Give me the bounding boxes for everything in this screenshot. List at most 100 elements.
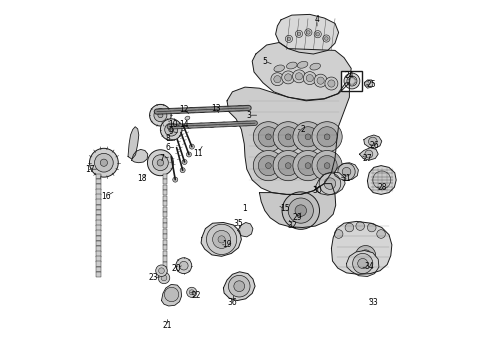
Circle shape	[266, 134, 271, 140]
Circle shape	[323, 35, 330, 42]
Bar	[163, 174, 167, 179]
Bar	[97, 241, 100, 245]
Bar	[97, 184, 100, 190]
Circle shape	[189, 144, 195, 149]
Circle shape	[338, 163, 355, 180]
Bar	[163, 224, 167, 229]
Text: 14: 14	[179, 120, 189, 129]
Circle shape	[285, 163, 291, 168]
Bar	[97, 230, 100, 236]
Bar	[342, 71, 363, 91]
Circle shape	[159, 268, 164, 274]
Bar	[163, 201, 167, 206]
Bar	[97, 189, 100, 195]
Circle shape	[298, 156, 318, 176]
Bar	[97, 252, 100, 255]
Circle shape	[282, 192, 319, 229]
Text: 3: 3	[246, 111, 251, 120]
Bar	[97, 266, 100, 272]
Text: 31: 31	[341, 174, 351, 183]
Circle shape	[306, 75, 314, 82]
Circle shape	[180, 168, 185, 173]
Ellipse shape	[174, 108, 183, 113]
Circle shape	[173, 177, 178, 182]
Circle shape	[160, 119, 182, 140]
Bar	[97, 184, 100, 188]
Bar	[97, 247, 100, 250]
Circle shape	[147, 150, 173, 176]
Circle shape	[218, 236, 225, 243]
Polygon shape	[334, 163, 358, 181]
Bar	[163, 240, 167, 245]
Text: 30: 30	[312, 186, 322, 195]
Bar	[163, 229, 167, 234]
Circle shape	[164, 287, 179, 302]
Bar	[97, 210, 100, 214]
Circle shape	[157, 159, 164, 166]
Polygon shape	[315, 172, 345, 195]
Circle shape	[278, 156, 298, 176]
Circle shape	[295, 205, 307, 216]
Circle shape	[253, 150, 284, 181]
Circle shape	[325, 77, 338, 90]
Circle shape	[295, 30, 303, 37]
Bar	[97, 236, 100, 240]
Circle shape	[305, 163, 311, 168]
Circle shape	[253, 122, 284, 152]
Bar	[97, 220, 100, 226]
Ellipse shape	[162, 109, 171, 114]
Polygon shape	[259, 184, 336, 228]
Ellipse shape	[210, 107, 220, 112]
Bar	[97, 216, 100, 219]
Bar	[163, 267, 167, 273]
Text: 17: 17	[85, 165, 95, 174]
Ellipse shape	[196, 123, 205, 128]
Text: 27: 27	[363, 154, 372, 163]
Polygon shape	[162, 284, 182, 306]
Text: 29: 29	[293, 213, 302, 222]
Bar	[97, 199, 100, 205]
Circle shape	[293, 70, 305, 83]
Bar	[97, 256, 100, 262]
Circle shape	[347, 76, 357, 86]
Circle shape	[360, 250, 371, 261]
Circle shape	[288, 198, 314, 223]
Text: 33: 33	[368, 298, 378, 307]
Circle shape	[324, 134, 330, 140]
Circle shape	[305, 134, 311, 140]
Bar	[97, 190, 100, 193]
Bar	[163, 251, 167, 256]
Circle shape	[368, 137, 377, 146]
Polygon shape	[346, 251, 379, 276]
Circle shape	[295, 73, 303, 80]
Bar	[97, 261, 100, 267]
Bar	[97, 194, 100, 200]
Circle shape	[258, 127, 278, 147]
Circle shape	[293, 122, 323, 152]
Circle shape	[368, 223, 376, 232]
Text: 4: 4	[315, 15, 319, 24]
Circle shape	[156, 265, 167, 276]
Circle shape	[165, 123, 178, 136]
Circle shape	[305, 29, 312, 36]
Ellipse shape	[198, 107, 207, 112]
Polygon shape	[360, 148, 378, 160]
Polygon shape	[132, 149, 148, 163]
Text: 1: 1	[243, 204, 247, 213]
Circle shape	[287, 37, 291, 41]
Circle shape	[312, 150, 342, 181]
Bar	[97, 179, 100, 183]
Circle shape	[303, 72, 316, 85]
Circle shape	[274, 76, 281, 83]
Polygon shape	[201, 222, 242, 256]
Text: 26: 26	[370, 141, 379, 150]
Circle shape	[158, 272, 170, 284]
Circle shape	[273, 150, 303, 181]
Text: 15: 15	[280, 204, 290, 213]
Polygon shape	[365, 80, 373, 88]
Polygon shape	[368, 166, 396, 194]
Circle shape	[365, 150, 373, 158]
Circle shape	[189, 290, 194, 295]
Ellipse shape	[220, 122, 228, 127]
Bar	[163, 212, 167, 217]
